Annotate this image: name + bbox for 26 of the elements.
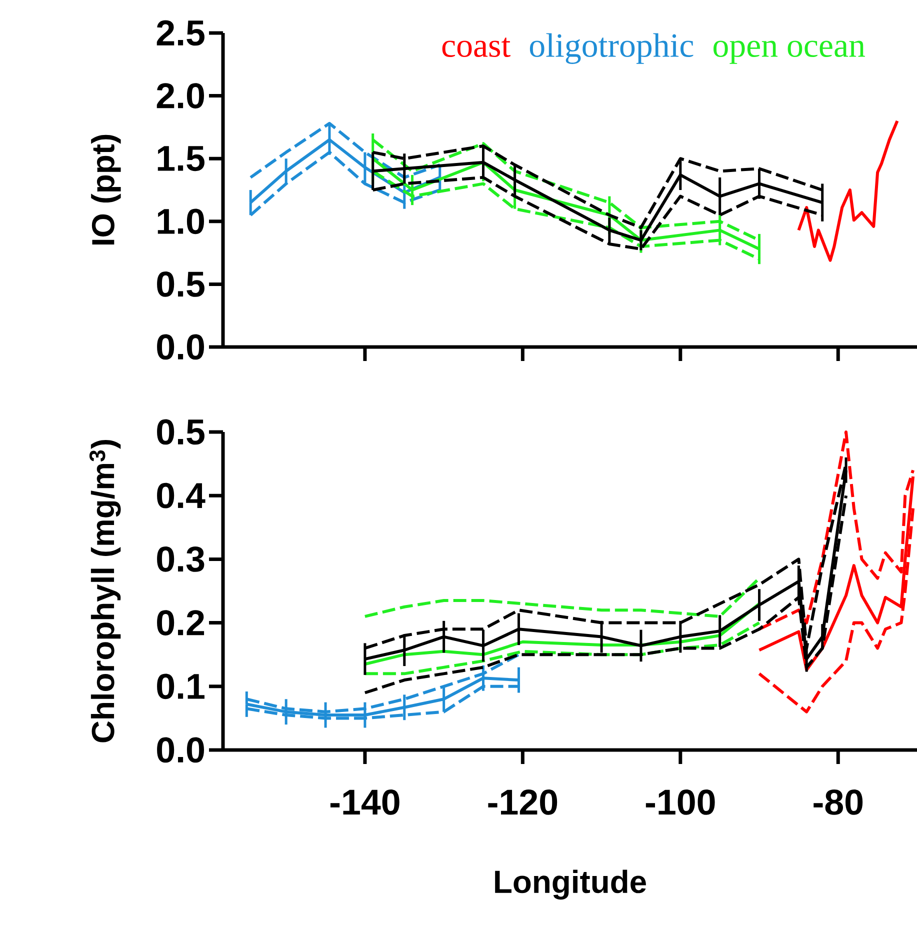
y-tick-label: 0.5	[157, 272, 204, 297]
y-tick-label: 0.0	[157, 737, 204, 763]
y-axis-title: IO (ppt)	[91, 134, 121, 245]
y-tick-label: 0.2	[157, 610, 204, 636]
line-series	[363, 621, 761, 676]
line-series	[797, 119, 899, 262]
y-tick-label: 0.5	[157, 419, 204, 445]
x-tick-label: -120	[488, 790, 558, 815]
y-tick-label: 2.0	[156, 83, 204, 108]
y-tick-label: 0.0	[157, 334, 204, 360]
x-tick-label: -80	[814, 790, 863, 815]
line-series	[363, 576, 761, 618]
text: open ocean	[714, 40, 865, 64]
x-tick-label: -100	[646, 790, 715, 815]
y-tick-label: 0.1	[157, 674, 204, 700]
y-axis-title: Chlorophyll (mg/m$^{3}$)	[89, 440, 121, 742]
y-tick-label: 2.5	[156, 20, 204, 46]
y-tick-label: 1.5	[158, 146, 204, 172]
y-tick-label: 1.0	[158, 208, 204, 234]
y-tick-label: 0.3	[157, 546, 204, 572]
x-tick-label: -140	[330, 790, 400, 815]
line-series	[371, 170, 761, 261]
text: oligotrophic	[530, 33, 694, 64]
text: coast	[442, 38, 510, 58]
x-axis-title: Longitude	[495, 870, 646, 900]
y-tick-label: 0.4	[157, 482, 206, 508]
